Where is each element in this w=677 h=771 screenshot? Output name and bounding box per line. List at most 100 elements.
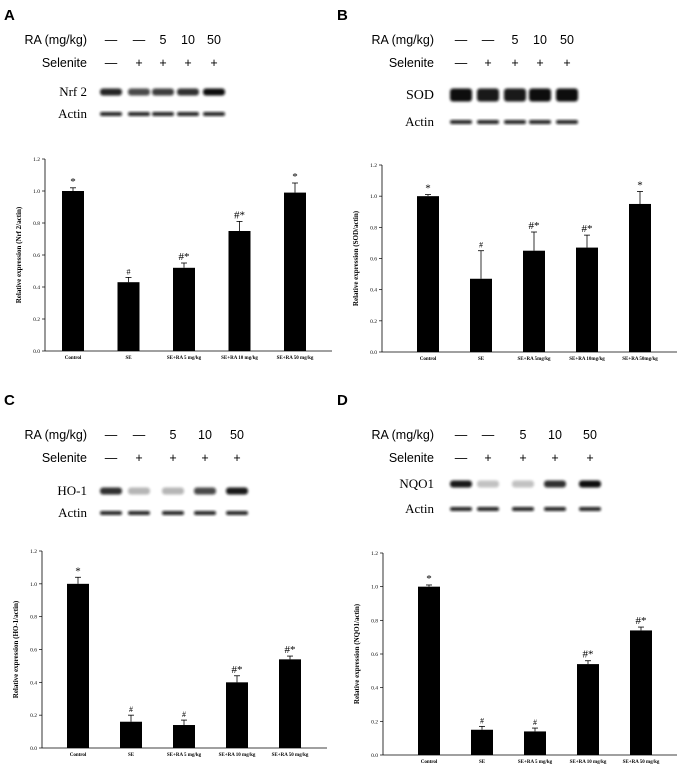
significance-marker: #* [285, 644, 296, 656]
treatment-label: Selenite [42, 451, 87, 465]
x-category-label: Control [70, 753, 87, 758]
panel-a: A RA (mg/kg) — — 5 10 50 Selenite — + + + + Nrf 2 Acti… [4, 7, 332, 361]
bar-chart: 0.0 0.2 0.4 0.6 0.8 1.0 1.2 Relative expression… [15, 157, 332, 361]
y-tick-label: 0.8 [33, 221, 40, 227]
western-blot: RA (mg/kg) — — 5 10 50 Selenite — + + + + SOD Actin [371, 33, 578, 129]
significance-marker: * [425, 183, 431, 195]
bar [630, 630, 652, 755]
actin-band [100, 112, 122, 116]
protein-label: SOD [406, 88, 434, 103]
x-category-label: SE+RA 5 mg/kg [167, 356, 202, 361]
treatment-value: 5 [160, 33, 167, 47]
treatment-value: + [563, 56, 570, 70]
treatment-label: RA (mg/kg) [24, 33, 87, 47]
y-tick-label: 1.2 [33, 157, 40, 163]
bar [523, 250, 545, 352]
y-tick-label: 0.6 [371, 652, 378, 658]
treatment-value: + [210, 56, 217, 70]
panel-label: D [337, 392, 348, 409]
protein-band [194, 487, 216, 495]
treatment-value: 50 [560, 33, 574, 47]
x-category-label: SE+RA 50mg/kg [622, 357, 658, 362]
y-tick-label: 0.4 [370, 288, 377, 294]
x-category-label: Control [65, 356, 82, 361]
y-tick-label: 1.2 [370, 163, 377, 169]
treatment-label: Selenite [389, 451, 434, 465]
actin-band [128, 112, 150, 116]
x-category-label: SE [128, 753, 135, 758]
bar [577, 664, 599, 755]
treatment-value: + [511, 56, 518, 70]
protein-band [529, 88, 551, 102]
actin-band [162, 511, 184, 515]
treatment-value: — [133, 428, 146, 442]
bar [284, 192, 306, 351]
y-tick-label: 1.2 [30, 549, 37, 555]
x-category-label: SE+RA 5 mg/kg [167, 753, 202, 758]
bar-chart: 0.0 0.2 0.4 0.6 0.8 1.0 1.2 Relative expression… [353, 551, 677, 765]
actin-band [203, 112, 225, 116]
y-tick-label: 0.6 [370, 257, 377, 263]
treatment-value: — [105, 451, 118, 465]
bar [228, 231, 251, 351]
y-axis-label: Relative expression (HO-1/actin) [12, 600, 20, 698]
y-tick-label: 1.0 [371, 585, 378, 591]
treatment-value: + [169, 451, 176, 465]
treatment-value: — [455, 33, 468, 47]
bar [120, 721, 142, 748]
y-tick-label: 0.2 [33, 317, 40, 323]
protein-band [177, 88, 199, 96]
panel-label: B [337, 7, 348, 24]
significance-marker: # [480, 716, 484, 725]
significance-marker: #* [583, 649, 594, 661]
y-axis-label: Relative expression (Nrf 2/actin) [15, 206, 23, 303]
treatment-value: 5 [520, 428, 527, 442]
treatment-value: — [482, 33, 495, 47]
significance-marker: # [182, 710, 186, 719]
panel-c: C RA (mg/kg) — — 5 10 50 Selenite — + + + + HO-1 Actin… [4, 392, 327, 758]
actin-band [556, 120, 578, 124]
y-tick-label: 1.0 [33, 189, 40, 195]
bar [279, 659, 301, 748]
protein-band [203, 88, 225, 96]
protein-band [512, 480, 534, 488]
y-axis-label: Relative expression (NQO1/actin) [353, 603, 361, 704]
treatment-value: + [135, 451, 142, 465]
y-tick-label: 0.6 [33, 253, 40, 259]
y-tick-label: 1.2 [371, 551, 378, 557]
treatment-label: RA (mg/kg) [371, 33, 434, 47]
western-blot: RA (mg/kg) — — 5 10 50 Selenite — + + + + Nrf 2 Actin [24, 33, 225, 121]
protein-band [162, 487, 184, 495]
protein-band [152, 88, 174, 96]
treatment-value: + [484, 56, 491, 70]
y-tick-label: 0.2 [371, 719, 378, 725]
actin-band [152, 112, 174, 116]
significance-marker: * [70, 176, 76, 188]
bar [524, 731, 546, 755]
x-category-label: SE+RA 50 mg/kg [272, 753, 309, 758]
actin-band [529, 120, 551, 124]
treatment-value: 50 [230, 428, 244, 442]
treatment-value: + [184, 56, 191, 70]
y-tick-label: 0.0 [371, 753, 378, 759]
treatment-value: — [455, 56, 468, 70]
actin-band [512, 507, 534, 511]
bar [576, 247, 598, 352]
bar-chart: 0.0 0.2 0.4 0.6 0.8 1.0 1.2 Relative expression… [12, 549, 327, 758]
treatment-value: — [105, 56, 118, 70]
protein-band [477, 88, 499, 102]
bar-chart: 0.0 0.2 0.4 0.6 0.8 1.0 1.2 Relative expression… [352, 163, 677, 362]
loading-control-label: Actin [58, 106, 87, 121]
treatment-value: + [484, 451, 491, 465]
x-category-label: Control [420, 357, 437, 362]
y-tick-label: 1.0 [370, 194, 377, 200]
x-category-label: SE+RA 5mg/kg [518, 357, 551, 362]
protein-band [556, 88, 578, 102]
treatment-label: RA (mg/kg) [24, 428, 87, 442]
actin-band [194, 511, 216, 515]
x-category-label: SE+RA 5 mg/kg [518, 760, 553, 765]
treatment-value: 10 [181, 33, 195, 47]
x-category-label: SE+RA 50 mg/kg [623, 760, 660, 765]
y-tick-label: 0.8 [30, 615, 37, 621]
y-tick-label: 0.8 [370, 225, 377, 231]
